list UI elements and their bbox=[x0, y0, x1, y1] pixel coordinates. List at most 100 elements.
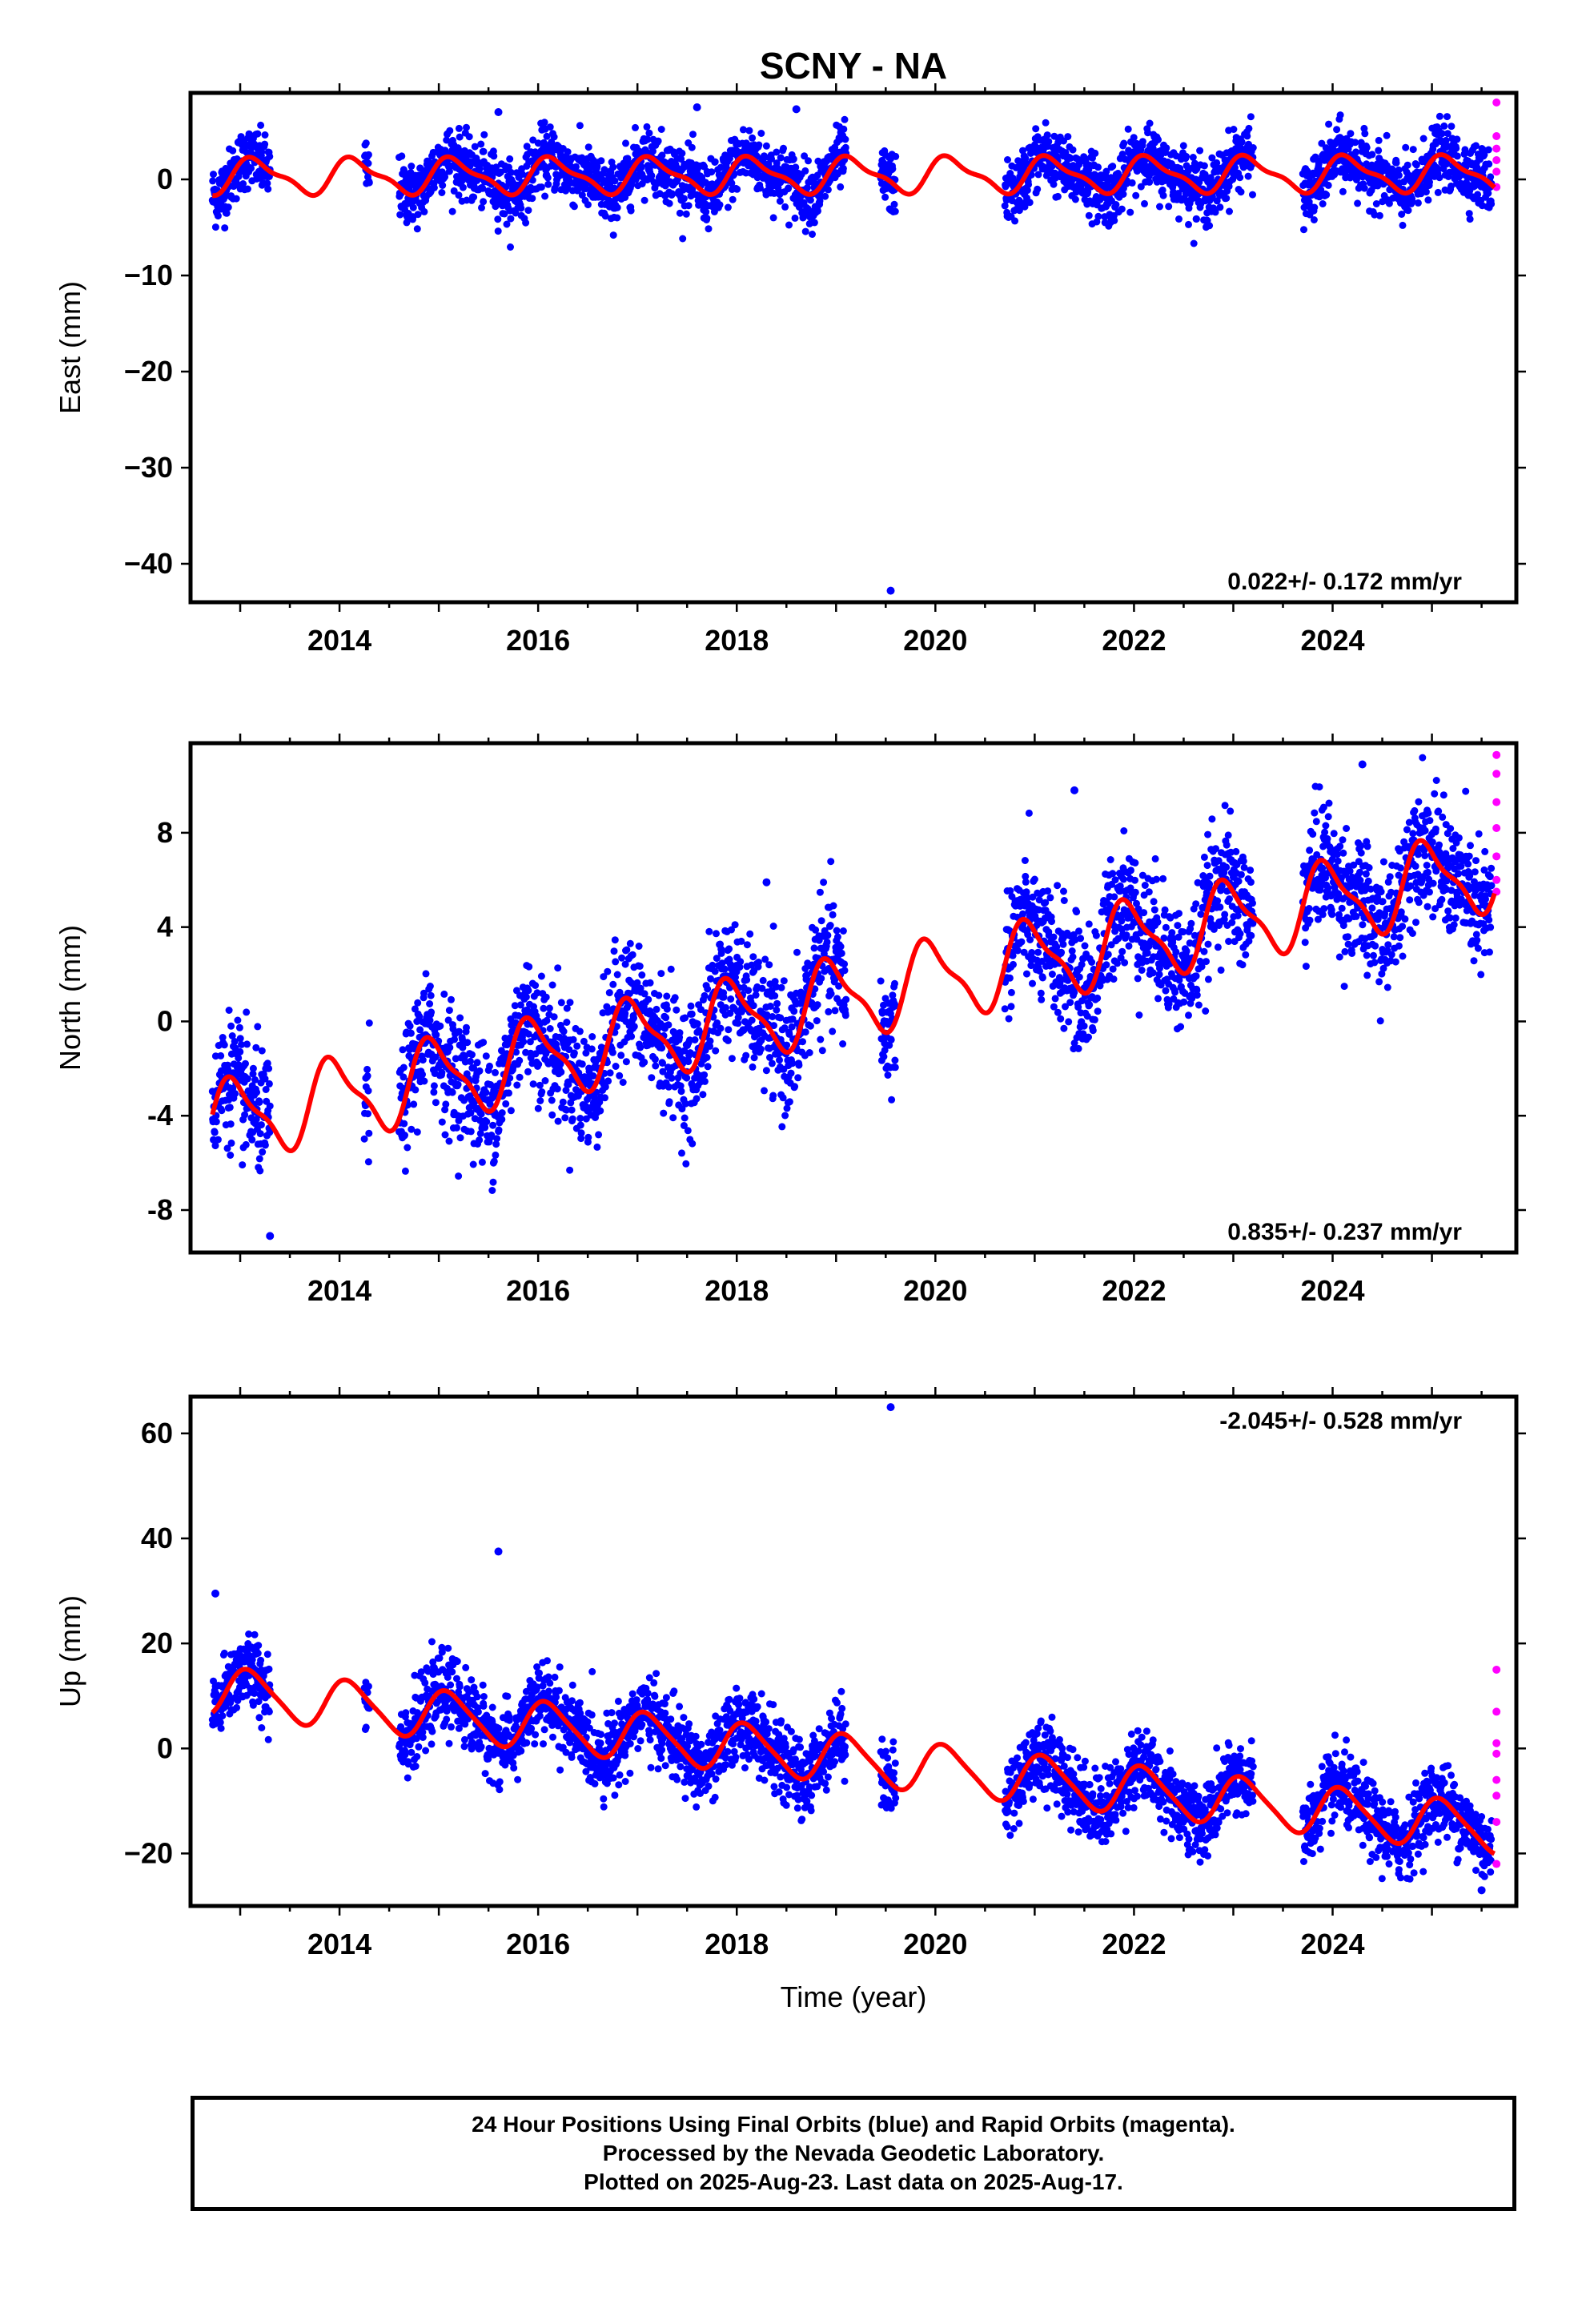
data-point bbox=[705, 225, 713, 233]
data-point bbox=[1207, 174, 1215, 182]
data-point bbox=[795, 1061, 803, 1069]
data-point bbox=[1021, 857, 1029, 864]
data-point bbox=[887, 1035, 895, 1043]
data-point bbox=[1443, 113, 1451, 121]
data-point bbox=[1037, 989, 1045, 997]
data-point bbox=[413, 1128, 421, 1136]
data-point bbox=[884, 1072, 892, 1079]
data-point bbox=[1092, 931, 1100, 939]
data-point bbox=[261, 140, 269, 148]
data-point bbox=[445, 1007, 453, 1015]
east-rate-annotation: 0.022+/- 0.172 mm/yr bbox=[1227, 569, 1462, 595]
data-point bbox=[1488, 200, 1496, 208]
data-point bbox=[214, 212, 222, 220]
data-point bbox=[522, 993, 530, 1001]
data-point bbox=[612, 958, 620, 966]
data-point bbox=[1043, 131, 1051, 139]
data-point bbox=[414, 999, 422, 1007]
data-point bbox=[255, 1155, 263, 1163]
data-point bbox=[600, 973, 608, 981]
data-point bbox=[1402, 143, 1410, 151]
data-point bbox=[827, 858, 835, 866]
data-point bbox=[1120, 139, 1128, 147]
data-point bbox=[1146, 119, 1154, 127]
data-point bbox=[1339, 187, 1347, 195]
data-point bbox=[716, 201, 724, 209]
data-point bbox=[467, 1109, 475, 1117]
data-point bbox=[768, 155, 776, 163]
data-point bbox=[651, 1055, 659, 1063]
data-point bbox=[209, 177, 217, 185]
data-point bbox=[532, 982, 540, 989]
data-point bbox=[408, 163, 416, 170]
data-point bbox=[711, 158, 719, 166]
data-point bbox=[483, 1118, 491, 1126]
data-point bbox=[560, 1027, 568, 1035]
data-point bbox=[238, 1040, 245, 1048]
data-point bbox=[227, 1139, 235, 1147]
data-point bbox=[234, 1016, 242, 1024]
data-point bbox=[888, 1096, 896, 1104]
data-point bbox=[487, 1081, 495, 1088]
data-point bbox=[420, 207, 428, 215]
data-point bbox=[1150, 898, 1158, 906]
data-point bbox=[218, 1067, 225, 1075]
data-point bbox=[1038, 974, 1046, 982]
data-point bbox=[1360, 184, 1368, 192]
data-point bbox=[247, 164, 255, 172]
data-point bbox=[398, 152, 406, 160]
data-point bbox=[657, 970, 665, 978]
data-point bbox=[1440, 122, 1448, 130]
data-point bbox=[363, 1072, 371, 1080]
data-point bbox=[704, 1063, 712, 1071]
data-point bbox=[576, 1121, 584, 1129]
data-point bbox=[681, 1114, 689, 1122]
outlier-point bbox=[494, 108, 503, 116]
data-point bbox=[544, 180, 552, 188]
data-point bbox=[493, 1135, 501, 1143]
data-point bbox=[523, 1006, 531, 1014]
data-point bbox=[536, 1081, 544, 1089]
data-point bbox=[507, 215, 515, 223]
data-point bbox=[1351, 139, 1359, 147]
data-point bbox=[506, 1074, 514, 1082]
data-point bbox=[214, 1136, 222, 1144]
data-point bbox=[1191, 159, 1199, 167]
data-point bbox=[805, 1049, 813, 1056]
data-point bbox=[785, 184, 793, 192]
data-point bbox=[1066, 999, 1074, 1007]
data-point bbox=[659, 1068, 667, 1076]
data-point bbox=[1196, 147, 1204, 155]
data-point bbox=[479, 184, 487, 192]
data-point bbox=[1054, 882, 1062, 890]
data-point bbox=[787, 1069, 795, 1077]
data-point bbox=[682, 210, 690, 218]
data-point bbox=[701, 1077, 709, 1085]
data-point bbox=[470, 1099, 478, 1107]
y-tick-label: −20 bbox=[124, 355, 173, 388]
x-tick-label: 2014 bbox=[307, 624, 371, 657]
data-point bbox=[601, 212, 609, 220]
data-point bbox=[432, 1053, 440, 1061]
data-point bbox=[553, 1085, 561, 1093]
data-point bbox=[243, 1008, 251, 1016]
north-final-orbit-points bbox=[208, 754, 1496, 1240]
data-point bbox=[452, 1055, 460, 1063]
data-point bbox=[516, 1001, 524, 1009]
data-point bbox=[473, 1059, 481, 1067]
data-point bbox=[810, 944, 818, 952]
data-point bbox=[595, 1131, 603, 1139]
data-point bbox=[833, 927, 841, 935]
data-point bbox=[612, 1063, 620, 1070]
data-point bbox=[746, 930, 754, 938]
data-point bbox=[544, 174, 552, 182]
data-point bbox=[1156, 203, 1163, 211]
data-point bbox=[404, 1144, 412, 1152]
data-point bbox=[428, 1008, 436, 1016]
data-point bbox=[401, 1132, 408, 1139]
data-point bbox=[646, 979, 654, 987]
data-point bbox=[1132, 191, 1140, 199]
data-point bbox=[611, 936, 619, 944]
data-point bbox=[841, 1011, 849, 1019]
data-point bbox=[1058, 948, 1066, 956]
